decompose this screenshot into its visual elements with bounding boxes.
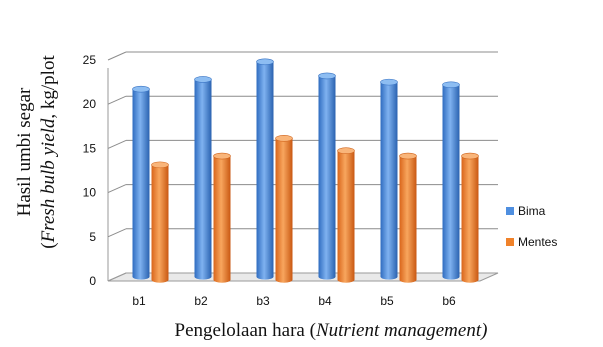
x-tick-label: b5 [380,294,394,308]
y-tick-label: 15 [83,141,97,155]
legend-label-bima: Bima [518,204,546,218]
legend-label-mentes: Mentes [518,235,557,249]
bar-cap [213,152,231,160]
gridline-depth [107,184,127,194]
bar-body [275,138,293,283]
bar-body [194,79,212,280]
gridline-depth [107,139,127,149]
bar-bima-b3 [256,58,274,280]
x-axis-title-main: Pengelolaan hara ( [175,320,316,341]
bar-body [461,156,479,283]
bar-bima-b2 [194,76,212,280]
bar-bima-b1 [132,85,150,280]
y-tick-label: 25 [83,53,97,67]
bar-bima-b4 [318,72,336,280]
bar-body [213,156,231,283]
x-tick-label: b6 [442,294,456,308]
bar-cap [256,58,274,66]
x-tick-label: b1 [132,294,146,308]
x-tick-label: b2 [194,294,208,308]
bar-body [380,82,398,280]
y-tick-label: 20 [83,97,97,111]
bar-body [442,84,460,280]
y-axis-title-italic: Fresh bulb yield [38,118,59,243]
bar-cap [442,81,460,89]
bar-cap [461,152,479,160]
y-tick-label: 5 [89,230,96,244]
bars [132,58,479,283]
bar-mentes-b1 [151,161,169,283]
bar-cap [337,147,355,155]
bar-body [337,150,355,283]
bar-cap [194,76,212,83]
bar-mentes-b2 [213,152,231,283]
y-axis-title-line2: (Fresh bulb yield, kg/plot [38,55,59,249]
bar-cap [380,78,398,86]
bar-cap [318,72,336,80]
bar-body [132,89,150,280]
bar-mentes-b6 [461,152,479,283]
y-axis-title-suffix: , kg/plot [38,55,59,119]
y-axis-depth-line [107,272,127,282]
bar-body [399,156,417,283]
bar-body [318,75,336,280]
gridline-depth [107,228,127,238]
legend: Bima Mentes [506,204,557,249]
x-axis-title-italic: Nutrient management) [315,320,488,341]
bar-cap [275,135,293,142]
y-axis-title-line1: Hasil umbi segar [14,87,35,216]
bar-bima-b5 [380,78,398,280]
legend-swatch-mentes [506,238,514,246]
x-tick-label: b3 [256,294,270,308]
gridline-depth [107,51,127,61]
bar-cap [399,152,417,160]
bar-mentes-b3 [275,135,293,283]
bar-mentes-b4 [337,147,355,283]
legend-swatch-bima [506,207,514,215]
y-tick-label: 10 [83,186,97,200]
bar-mentes-b5 [399,152,417,283]
y-tick-label: 0 [89,274,96,288]
gridline-depth [107,95,127,105]
axis-labels: 0 5 10 15 20 25 b1 b2 b3 b4 b5 b6 [83,53,456,308]
x-tick-label: b4 [318,294,332,308]
x-axis-title: Pengelolaan hara (Nutrient management) [175,320,488,341]
bar-cap [151,161,169,169]
bar-bima-b6 [442,81,460,280]
bar-cap [132,85,150,93]
bar-body [151,164,169,283]
bar-body [256,61,274,280]
